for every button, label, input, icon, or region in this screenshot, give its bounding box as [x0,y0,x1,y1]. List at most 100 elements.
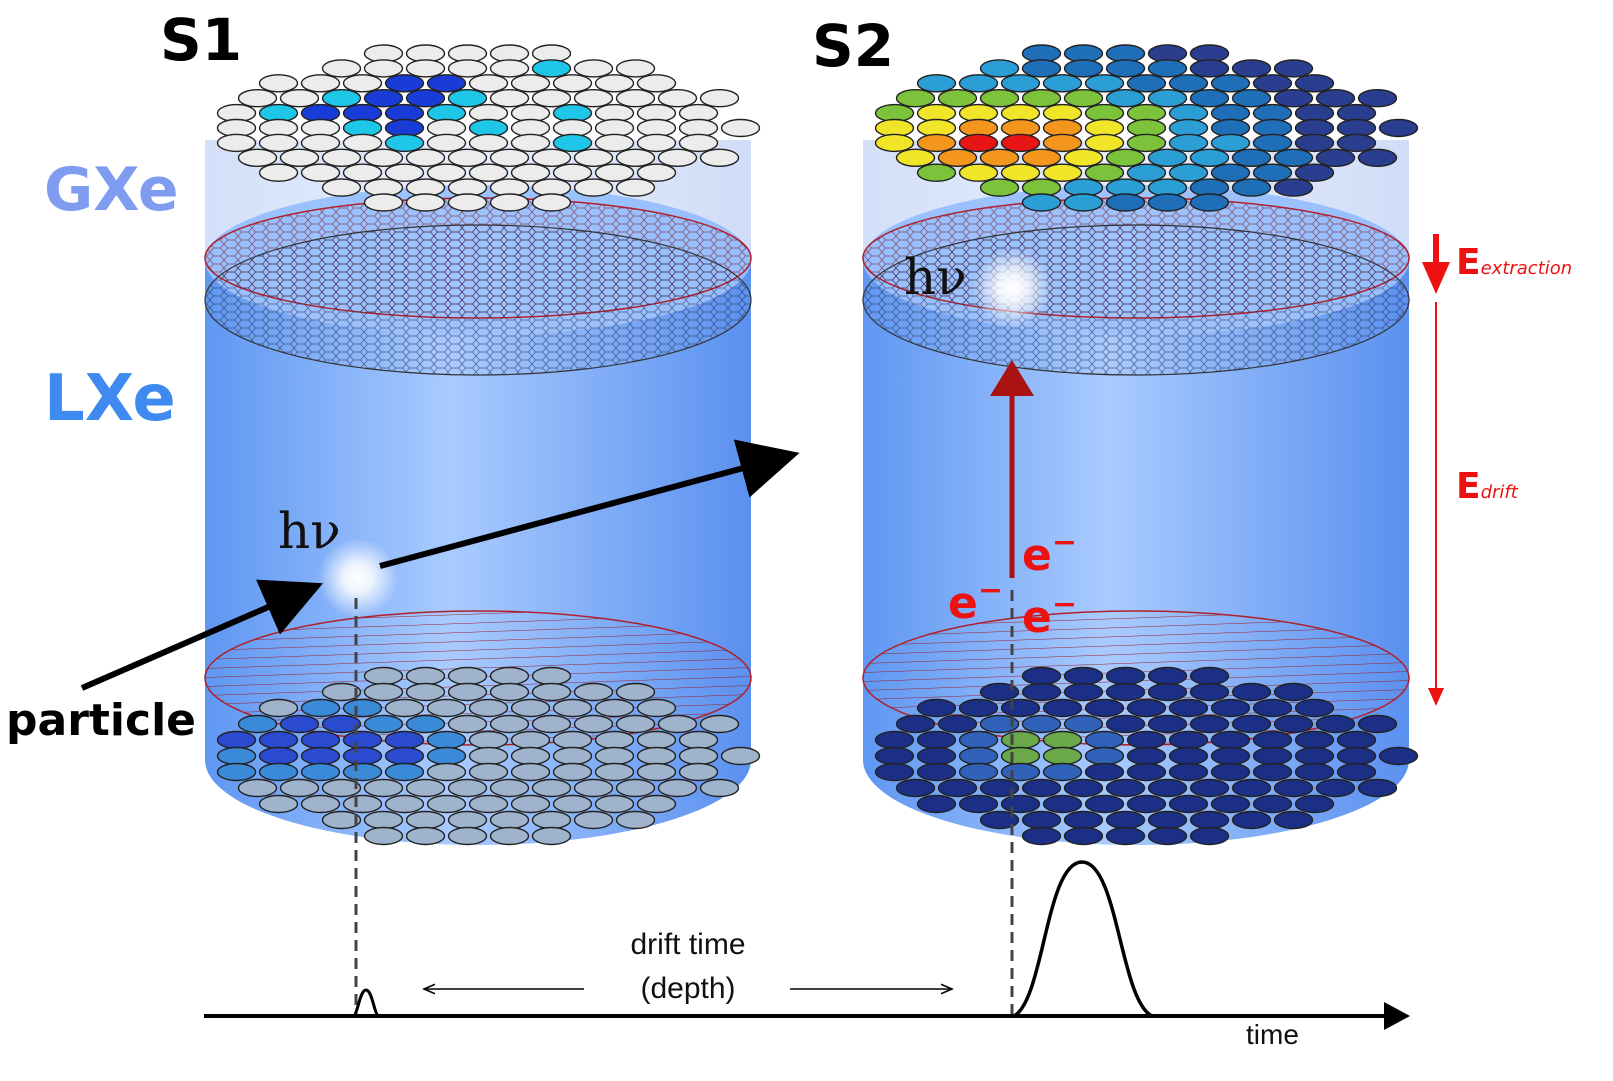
s1-top-pmt [216,133,257,153]
s1-bottom-pmt [384,730,425,750]
s2-bottom-pmt [1210,698,1251,718]
s1-bottom-pmt [258,698,299,718]
s1-bottom-pmt [489,778,530,798]
s2-bottom-pmt [1168,746,1209,766]
s1-top-pmt [510,133,551,153]
s1-top-pmt [510,74,551,93]
s1-top-pmt [363,193,404,212]
s2-top-pmt [1189,59,1230,78]
s2-bottom-pmt [1063,778,1104,798]
s1-bottom-pmt [573,810,614,830]
s1-top-pmt [468,133,509,153]
s2-top-pmt [1357,88,1398,108]
s2-bottom-pmt [1294,746,1335,766]
s2-bottom-pmt [1063,714,1104,734]
s2-bottom-pmt [1210,730,1251,750]
s2-bottom-pmt [1021,826,1062,846]
s2-bottom-pmt [1168,698,1209,718]
s1-bottom-pmt [300,698,341,718]
s1-bottom-pmt [468,698,509,718]
s2-bottom-pmt [1189,810,1230,830]
s2-bottom-pmt [1021,810,1062,830]
s2-bottom-pmt [1147,666,1188,686]
electron-label-3: e− [1022,587,1077,643]
s1-bottom-pmt [573,682,614,702]
s1-bottom-pmt [363,826,404,846]
s1-bottom-pmt [720,746,761,766]
s2-top-pmt [958,74,999,93]
s1-bottom-pmt [699,714,740,734]
s1-bottom-pmt [678,746,719,766]
s1-bottom-pmt [699,778,740,798]
s1-bottom-pmt [237,714,278,734]
s2-top-pmt [1252,163,1293,182]
s2-bottom-pmt [916,794,957,814]
s1-bottom-pmt [363,682,404,702]
s2-top-pmt [1252,74,1293,93]
s1-bottom-pmt [636,794,677,814]
drift-time-sublabel: (depth) [640,972,735,1005]
s2-bottom-pmt [1231,714,1272,734]
s2-pulse [1012,860,1153,1018]
s1-pulse [352,988,380,1018]
s2-bottom-pmt [1021,666,1062,686]
s1-bottom-pmt [321,810,362,830]
s1-bottom-pmt [363,666,404,686]
s2-bottom-pmt [1000,698,1041,718]
gas-phase-label: GXe [44,155,179,225]
s1-bottom-pmt [489,666,530,686]
s2-top-pmt [1063,88,1104,108]
s1-top-pmt [237,88,278,108]
s1-bottom-pmt [321,714,362,734]
extraction-field-label: Eextraction [1456,242,1572,283]
electron-label-2: e− [948,573,1003,629]
s2-top-pmt [1210,163,1251,182]
s1-bottom-pmt [363,778,404,798]
s1-bottom-pmt [489,682,530,702]
s2-bottom-pmt [979,682,1020,702]
s1-bottom-pmt [342,698,383,718]
s2-bottom-pmt [1021,778,1062,798]
s1-top-pmt [384,74,425,93]
s2-top-pmt [1000,74,1041,93]
s2-photon-label: hν [904,248,967,306]
s1-bottom-pmt [489,714,530,734]
s1-bottom-pmt [363,810,404,830]
s1-top-pmt [279,148,320,168]
s1-bottom-pmt [531,714,572,734]
s2-bottom-pmt [916,762,957,782]
s2-bottom-pmt [1168,762,1209,782]
s1-bottom-pmt [615,714,656,734]
s1-bottom-pmt [405,810,446,830]
s1-top-pmt [447,148,488,168]
s2-top-pmt [1231,148,1272,168]
s1-bottom-pmt [510,730,551,750]
s2-top-pmt [895,88,936,108]
s1-bottom-pmt [321,778,362,798]
s2-top-pmt [1315,148,1356,168]
s1-top-pmt [489,59,530,78]
s2-bottom-pmt [916,698,957,718]
s1-top-pmt [384,163,425,182]
s1-top-pmt [594,133,635,153]
s2-bottom-pmt [979,714,1020,734]
s2-top-pmt [1042,133,1083,153]
s1-bottom-pmt [405,778,446,798]
s2-bottom-pmt [1084,762,1125,782]
s1-bottom-pmt [447,810,488,830]
s1-bottom-pmt [342,794,383,814]
s1-top-pmt [279,88,320,108]
s2-top-pmt [1252,133,1293,153]
s1-bottom-pmt [426,794,467,814]
s2-bottom-pmt [1126,730,1167,750]
s1-top-pmt [447,59,488,78]
s2-bottom-pmt [1336,746,1377,766]
s1-top-pmt [405,59,446,78]
s1-bottom-pmt [594,794,635,814]
s1-top-pmt [615,178,656,197]
s1-bottom-pmt [615,682,656,702]
s2-bottom-pmt [1105,682,1146,702]
s1-top-pmt [426,163,467,182]
s1-bottom-pmt [594,730,635,750]
s2-top-pmt [1168,133,1209,153]
